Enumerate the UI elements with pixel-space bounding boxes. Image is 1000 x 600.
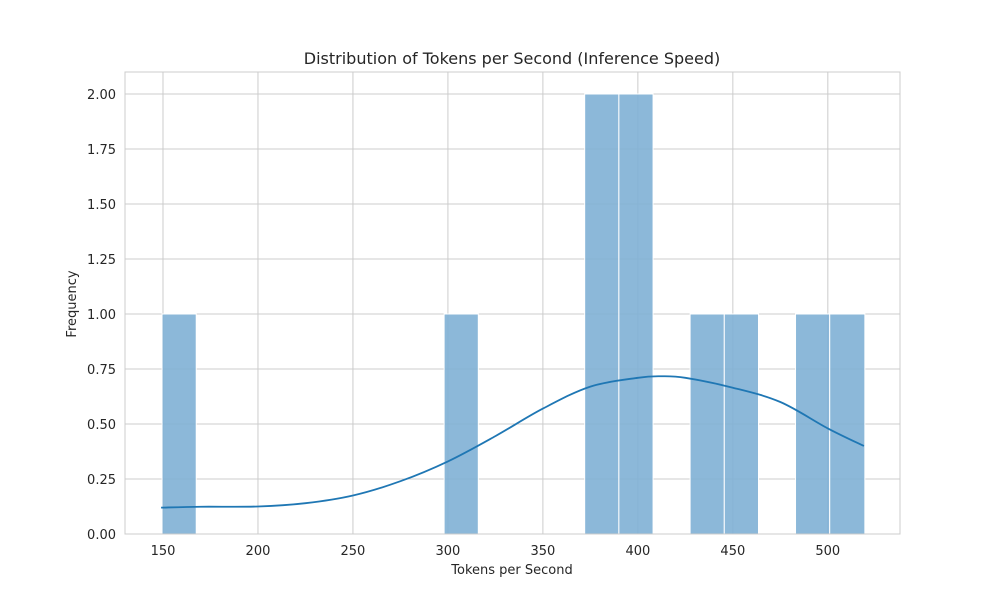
y-tick-label: 0.00: [87, 528, 116, 543]
x-tick-label: 200: [246, 544, 271, 559]
chart-title: Distribution of Tokens per Second (Infer…: [304, 49, 720, 68]
histogram-bar: [795, 313, 831, 535]
x-tick-label: 350: [530, 544, 555, 559]
x-tick-label: 300: [436, 544, 461, 559]
y-tick-label: 1.25: [87, 253, 116, 268]
histogram-bar: [161, 313, 197, 535]
y-tick-label: 2.00: [87, 88, 116, 103]
x-tick-label: 250: [341, 544, 366, 559]
grid-layer: [125, 72, 900, 535]
plot-frame: [124, 71, 901, 535]
kde-layer: [161, 375, 865, 509]
axes-layer: 150 200 250 300 350 400 450 500 0.00 0.25 0.50 0.75…: [87, 71, 901, 559]
y-tick-label: 1.00: [87, 308, 116, 323]
histogram-bar: [723, 313, 759, 535]
y-tick-label: 1.50: [87, 198, 116, 213]
histogram-bar: [829, 313, 866, 535]
y-tick-label: 0.50: [87, 418, 116, 433]
y-tick-label: 1.75: [87, 143, 116, 158]
y-axis-label: Frequency: [65, 270, 80, 337]
x-tick-label: 450: [720, 544, 745, 559]
bars-layer: [161, 93, 866, 535]
x-axis-label: Tokens per Second: [450, 563, 572, 578]
histogram-bar: [443, 313, 479, 535]
x-tick-label: 400: [625, 544, 650, 559]
kde-curve: [161, 375, 865, 509]
histogram-bar: [618, 93, 654, 535]
x-tick-label: 150: [151, 544, 176, 559]
x-tick-label: 500: [815, 544, 840, 559]
histogram-bar: [689, 313, 725, 535]
histogram-bar: [584, 93, 620, 535]
y-tick-label: 0.25: [87, 473, 116, 488]
y-tick-label: 0.75: [87, 363, 116, 378]
